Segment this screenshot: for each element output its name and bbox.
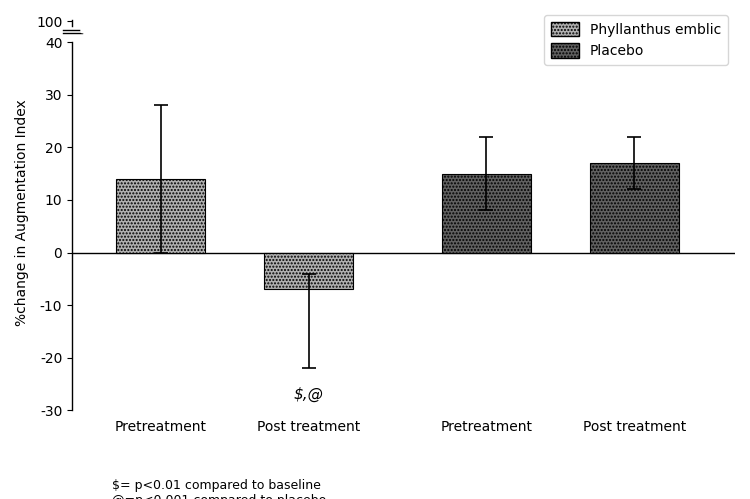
Bar: [265, 252, 353, 289]
Text: $,@: $,@: [294, 387, 324, 402]
Bar: [442, 174, 531, 252]
Text: $= p<0.01 compared to baseline: $= p<0.01 compared to baseline: [112, 479, 321, 492]
Legend: Phyllanthus emblic, Placebo: Phyllanthus emblic, Placebo: [544, 15, 728, 65]
Y-axis label: %change in Augmentation Index: %change in Augmentation Index: [15, 100, 29, 326]
Bar: [116, 179, 206, 252]
Bar: [590, 163, 679, 252]
Text: @=p<0.001 compared to placebo: @=p<0.001 compared to placebo: [112, 494, 327, 499]
